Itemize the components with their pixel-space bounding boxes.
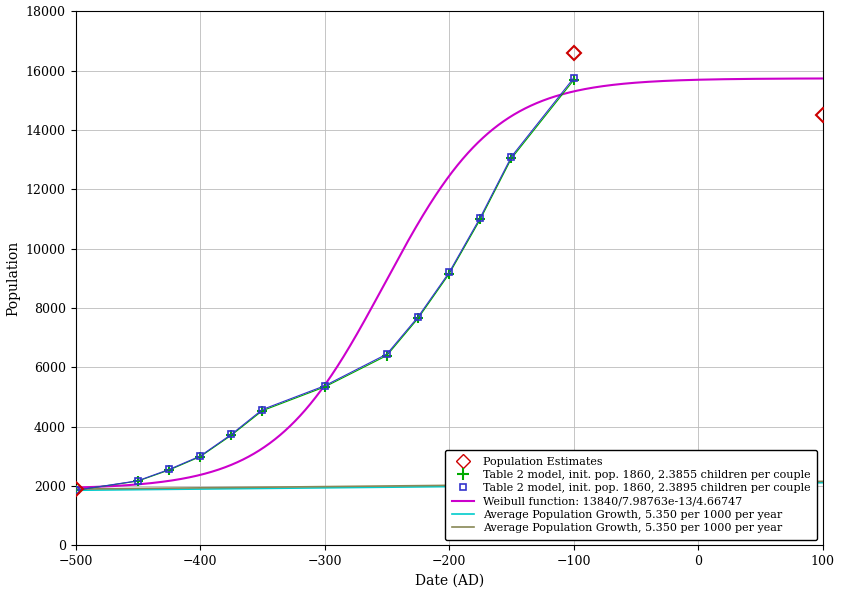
Legend: Population Estimates, Table 2 model, init. pop. 1860, 2.3855 children per couple: Population Estimates, Table 2 model, ini… — [445, 450, 817, 540]
Y-axis label: Population: Population — [6, 241, 20, 316]
X-axis label: Date (AD): Date (AD) — [415, 574, 484, 587]
